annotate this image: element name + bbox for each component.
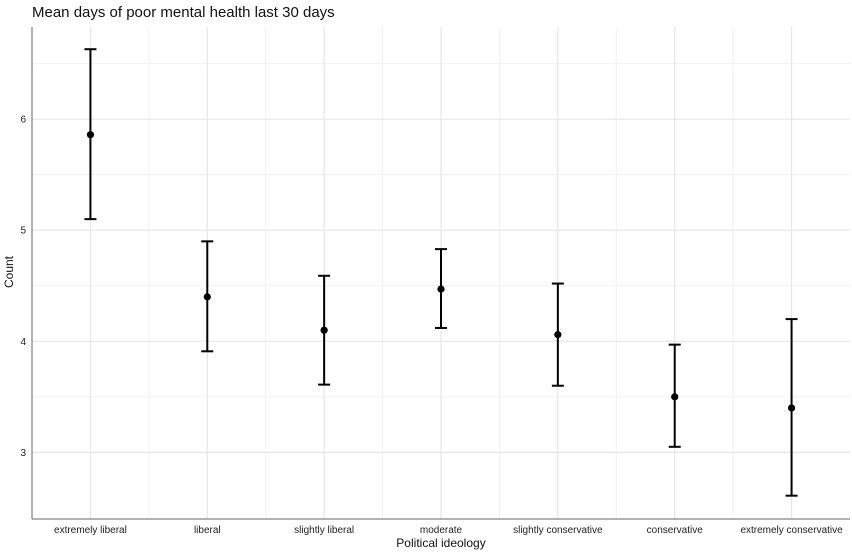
x-tick-label: slightly liberal [294,525,354,536]
y-tick-label: 3 [20,448,26,459]
y-tick-label: 5 [20,226,26,237]
x-axis-label: Political ideology [396,536,486,550]
mean-point [437,285,445,293]
x-tick-label: conservative [647,525,704,536]
y-tick-label: 6 [20,115,26,126]
error-bar-series [84,48,798,497]
y-tick-label: 4 [20,337,26,348]
mean-point [86,131,95,139]
axes [31,27,850,520]
mean-point [203,293,211,301]
mean-point [671,393,679,401]
x-tick-label: slightly conservative [513,525,603,536]
chart-title: Mean days of poor mental health last 30 … [32,4,335,21]
x-tick-label: extremely liberal [54,525,127,536]
mean-point [320,326,328,334]
x-tick-label: moderate [420,525,463,536]
x-tick-label: liberal [194,525,221,536]
tick-labels: 3 4 5 6 extremely liberal liberal slightly lib… [20,115,843,536]
x-tick-label: extremely conservative [740,525,843,536]
mean-point [554,331,562,339]
mean-point [787,404,796,412]
